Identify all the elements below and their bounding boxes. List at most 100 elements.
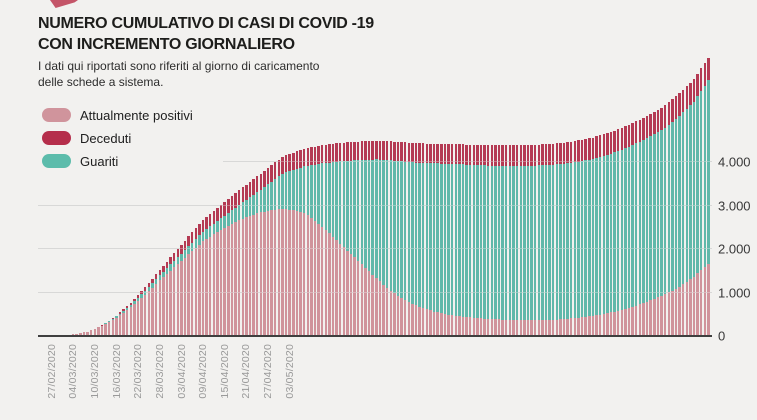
segment-deceduti xyxy=(349,142,353,161)
segment-deceduti xyxy=(274,162,277,179)
gridline-1000 xyxy=(38,291,712,293)
segment-positivi xyxy=(620,309,624,336)
bar-stack xyxy=(616,129,620,336)
segment-positivi xyxy=(476,318,479,336)
bar-stack xyxy=(331,143,335,336)
segment-positivi xyxy=(183,257,187,336)
bar-stack xyxy=(530,144,533,336)
bar-stack xyxy=(573,141,577,336)
segment-guariti xyxy=(162,271,165,278)
segment-guariti xyxy=(277,176,281,210)
segment-guariti xyxy=(198,235,201,245)
segment-guariti xyxy=(653,133,656,299)
y-axis-label: 2.000 xyxy=(718,241,751,257)
segment-guariti xyxy=(660,129,663,296)
segment-positivi xyxy=(274,209,277,336)
segment-positivi xyxy=(660,295,663,336)
bar-stack xyxy=(198,224,201,336)
segment-guariti xyxy=(180,253,183,261)
segment-guariti xyxy=(703,85,707,268)
segment-positivi xyxy=(367,271,371,336)
segment-positivi xyxy=(335,240,338,336)
segment-deceduti xyxy=(490,145,494,166)
bar-stack xyxy=(533,144,537,336)
segment-positivi xyxy=(302,212,306,336)
segment-guariti xyxy=(122,310,125,313)
segment-positivi xyxy=(450,315,454,336)
bar-stack xyxy=(638,119,642,336)
gridline-2000 xyxy=(38,248,712,250)
segment-positivi xyxy=(263,211,266,336)
segment-positivi xyxy=(364,267,367,336)
segment-positivi xyxy=(591,315,595,336)
segment-guariti xyxy=(371,159,374,275)
segment-positivi xyxy=(162,277,165,336)
segment-deceduti xyxy=(519,145,522,166)
x-axis-label: 09/04/2020 xyxy=(197,344,210,399)
segment-positivi xyxy=(566,318,569,336)
segment-guariti xyxy=(245,199,248,218)
segment-deceduti xyxy=(216,207,219,221)
segment-positivi xyxy=(515,320,519,336)
segment-guariti xyxy=(313,164,317,221)
bar-stack xyxy=(570,141,573,336)
segment-deceduti xyxy=(562,142,566,164)
segment-positivi xyxy=(418,306,421,336)
bar-stack xyxy=(277,159,281,336)
bar-stack xyxy=(136,295,140,336)
segment-guariti xyxy=(635,143,638,306)
segment-deceduti xyxy=(620,127,624,150)
segment-guariti xyxy=(501,165,504,320)
chart-title: NUMERO CUMULATIVO DI CASI DI COVID -19 C… xyxy=(38,13,374,55)
segment-deceduti xyxy=(577,140,580,162)
bar-stack xyxy=(685,86,688,336)
x-axis-line xyxy=(38,335,712,337)
segment-guariti xyxy=(219,218,223,230)
bar-stack xyxy=(144,287,147,336)
segment-deceduti xyxy=(422,143,425,163)
segment-guariti xyxy=(483,165,486,319)
segment-deceduti xyxy=(653,111,656,134)
segment-guariti xyxy=(335,161,338,241)
bar-stack xyxy=(353,141,356,336)
segment-deceduti xyxy=(360,141,364,161)
segment-guariti xyxy=(461,164,465,317)
segment-guariti xyxy=(263,187,266,212)
segment-guariti xyxy=(302,166,306,213)
bar-stack xyxy=(104,322,107,336)
segment-deceduti xyxy=(443,143,447,164)
segment-deceduti xyxy=(172,253,176,261)
segment-guariti xyxy=(248,197,252,216)
segment-guariti xyxy=(681,112,685,285)
segment-deceduti xyxy=(241,187,244,203)
x-axis-label: 03/04/2020 xyxy=(175,344,188,399)
segment-deceduti xyxy=(606,133,609,155)
segment-deceduti xyxy=(324,144,327,163)
segment-positivi xyxy=(248,215,252,336)
segment-deceduti xyxy=(385,141,389,161)
segment-positivi xyxy=(551,319,555,336)
bar-stack xyxy=(526,144,530,336)
bar-stack xyxy=(696,73,699,336)
bar-stack xyxy=(501,145,504,336)
segment-positivi xyxy=(115,317,118,336)
bar-stack xyxy=(194,228,198,336)
legend-label: Guariti xyxy=(80,153,119,169)
segment-guariti xyxy=(692,101,696,277)
segment-guariti xyxy=(118,313,122,316)
segment-positivi xyxy=(595,315,598,336)
segment-deceduti xyxy=(219,204,223,219)
segment-positivi xyxy=(671,290,674,336)
segment-positivi xyxy=(82,332,86,336)
segment-positivi xyxy=(468,317,472,336)
segment-deceduti xyxy=(595,136,598,158)
segment-deceduti xyxy=(616,129,620,151)
segment-deceduti xyxy=(425,143,429,164)
segment-deceduti xyxy=(223,201,226,216)
segment-deceduti xyxy=(122,309,125,311)
segment-positivi xyxy=(685,281,688,336)
gridline-overlay xyxy=(38,248,712,250)
bar-stack xyxy=(129,302,133,336)
segment-deceduti xyxy=(180,244,183,254)
segment-guariti xyxy=(418,162,421,307)
